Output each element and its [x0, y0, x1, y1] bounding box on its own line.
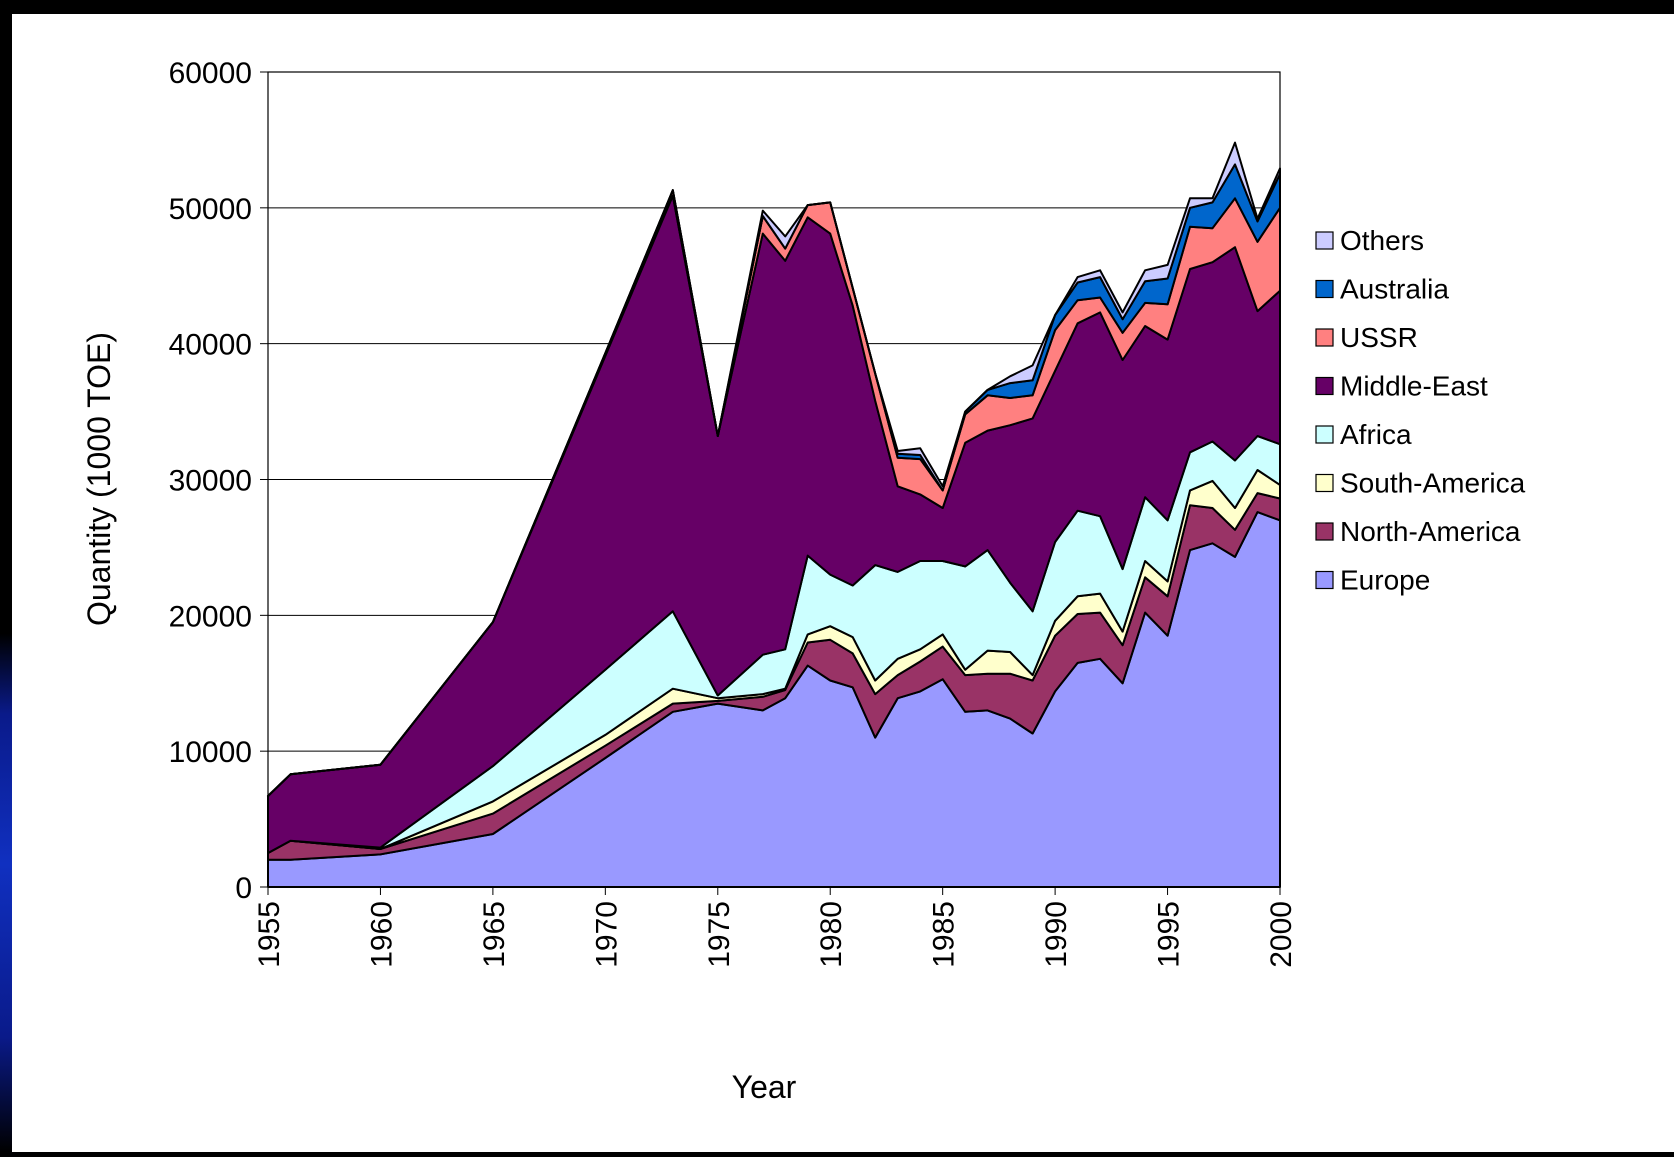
x-tick-label: 1980 [815, 901, 848, 968]
y-axis-ticks: 0 10000 20000 30000 40000 50000 60000 [169, 57, 268, 905]
legend-swatch [1315, 425, 1334, 444]
legend-label: South-America [1340, 468, 1526, 499]
legend-swatch [1315, 376, 1334, 396]
x-tick-label: 1975 [703, 901, 736, 968]
y-tick-label: 60000 [169, 57, 252, 90]
legend-label: North-America [1340, 516, 1521, 547]
legend-swatch [1315, 328, 1334, 347]
y-tick-label: 10000 [169, 736, 252, 769]
legend-swatch [1315, 473, 1334, 493]
y-tick-label: 20000 [169, 600, 252, 633]
legend-swatch [1315, 279, 1334, 299]
slide-edge-decoration [0, 0, 12, 1152]
y-tick-label: 30000 [169, 465, 252, 498]
y-axis-title: Quantity (1000 TOE) [81, 332, 117, 626]
x-tick-label: 1990 [1040, 901, 1073, 968]
x-tick-label: 1970 [590, 901, 623, 968]
legend-label: Australia [1340, 274, 1449, 305]
chart-panel: 0 10000 20000 30000 40000 50000 60000 1955 1960… [12, 14, 1674, 1152]
legend-swatch [1315, 522, 1334, 541]
legend-swatch [1315, 231, 1334, 250]
y-tick-label: 50000 [169, 193, 252, 226]
stacked-area-chart: 0 10000 20000 30000 40000 50000 60000 1955 1960… [81, 57, 1526, 1105]
legend-label: USSR [1340, 322, 1418, 353]
x-tick-label: 1995 [1153, 901, 1186, 968]
y-tick-label: 40000 [169, 329, 252, 362]
legend-label: Africa [1340, 419, 1412, 450]
x-tick-label: 1965 [478, 901, 511, 968]
y-tick-label: 0 [235, 872, 252, 905]
x-tick-label: 1985 [928, 901, 961, 968]
legend-label: Others [1340, 225, 1424, 256]
legend-label: Middle-East [1340, 371, 1488, 402]
x-tick-label: 1955 [253, 901, 286, 968]
legend-swatch [1315, 570, 1334, 590]
x-tick-label: 1960 [365, 901, 398, 968]
plot-areas [267, 141, 1281, 888]
legend-label: Europe [1340, 565, 1430, 596]
x-tick-label: 2000 [1265, 901, 1298, 968]
x-axis-title: Year [732, 1069, 797, 1105]
legend: Others Australia USSR Middle-East Africa Sout… [1315, 225, 1526, 596]
x-axis-ticks: 1955 1960 1965 1970 1975 1980 1985 1990 1995 2000 [253, 887, 1298, 968]
